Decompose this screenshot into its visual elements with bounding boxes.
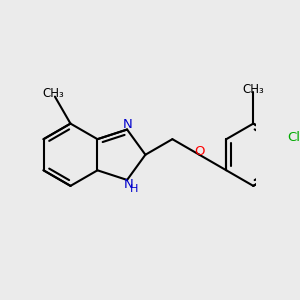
- Text: Cl: Cl: [287, 131, 300, 144]
- Text: H: H: [130, 184, 139, 194]
- Text: O: O: [194, 145, 205, 158]
- Text: CH₃: CH₃: [242, 82, 264, 96]
- Text: N: N: [123, 118, 133, 131]
- Text: CH₃: CH₃: [43, 87, 64, 100]
- Text: N: N: [124, 178, 133, 190]
